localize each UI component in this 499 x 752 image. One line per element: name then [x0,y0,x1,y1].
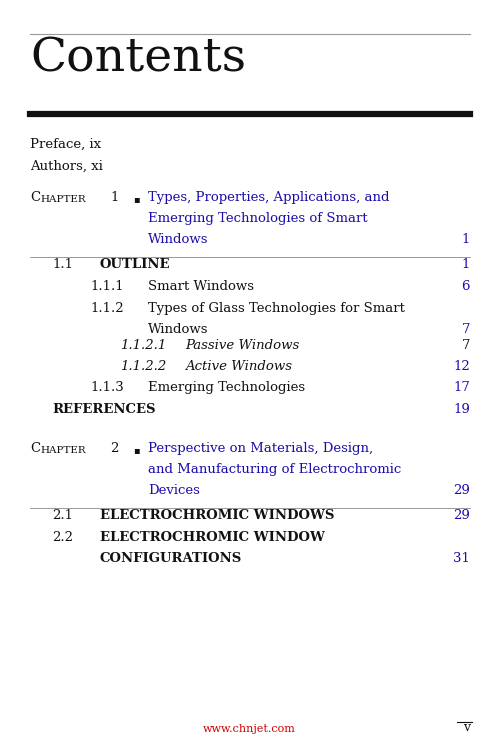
Text: Preface, ix: Preface, ix [30,138,101,151]
Text: 31: 31 [453,552,470,565]
Text: HAPTER: HAPTER [40,446,86,455]
Text: and Manufacturing of Electrochromic: and Manufacturing of Electrochromic [148,463,401,476]
Text: Types, Properties, Applications, and: Types, Properties, Applications, and [148,191,390,204]
Text: 7: 7 [462,323,470,336]
Text: CONFIGURATIONS: CONFIGURATIONS [100,552,242,565]
Text: 12: 12 [453,360,470,373]
Text: Smart Windows: Smart Windows [148,280,254,293]
Text: Types of Glass Technologies for Smart: Types of Glass Technologies for Smart [148,302,405,315]
Text: C: C [30,191,40,204]
Text: 1.1.2.2: 1.1.2.2 [120,360,166,373]
Text: 1.1.2: 1.1.2 [90,302,124,315]
Text: Emerging Technologies: Emerging Technologies [148,381,305,394]
Text: Devices: Devices [148,484,200,497]
Text: 29: 29 [453,484,470,497]
Text: 6: 6 [462,280,470,293]
Text: 7: 7 [462,339,470,352]
Text: 1: 1 [462,233,470,246]
Text: ELECTROCHROMIC WINDOW: ELECTROCHROMIC WINDOW [100,531,325,544]
Text: 2.2: 2.2 [52,531,73,544]
Text: ▪: ▪ [133,195,140,204]
Text: 19: 19 [453,403,470,416]
Text: C: C [30,442,40,455]
Text: Windows: Windows [148,233,209,246]
Text: www.chnjet.com: www.chnjet.com [203,724,296,734]
Text: 1.1.3: 1.1.3 [90,381,124,394]
Text: v: v [463,721,470,734]
Text: 29: 29 [453,509,470,522]
Text: ▪: ▪ [133,446,140,455]
Text: 2: 2 [110,442,118,455]
Text: Authors, xi: Authors, xi [30,160,103,173]
Text: 1: 1 [110,191,118,204]
Text: Perspective on Materials, Design,: Perspective on Materials, Design, [148,442,373,455]
Text: Windows: Windows [148,323,209,336]
Text: Passive Windows: Passive Windows [185,339,299,352]
Text: Active Windows: Active Windows [185,360,292,373]
Text: 1.1: 1.1 [52,258,73,271]
Text: 17: 17 [453,381,470,394]
Text: ELECTROCHROMIC WINDOWS: ELECTROCHROMIC WINDOWS [100,509,334,522]
Text: 1: 1 [462,258,470,271]
Text: 1.1.2.1: 1.1.2.1 [120,339,166,352]
Text: 1.1.1: 1.1.1 [90,280,124,293]
Text: Contents: Contents [30,37,246,82]
Text: HAPTER: HAPTER [40,195,86,204]
Text: 2.1: 2.1 [52,509,73,522]
Text: Emerging Technologies of Smart: Emerging Technologies of Smart [148,212,368,225]
Text: OUTLINE: OUTLINE [100,258,171,271]
Text: REFERENCES: REFERENCES [52,403,156,416]
